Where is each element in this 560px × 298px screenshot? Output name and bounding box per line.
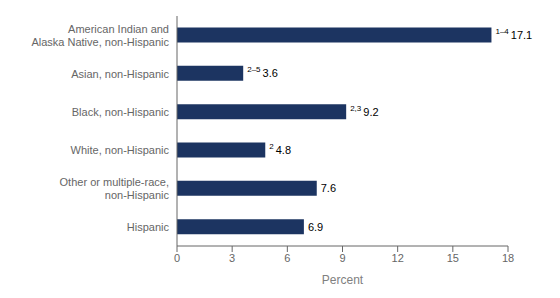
svg-text:2,39.2: 2,39.2 <box>350 104 378 118</box>
svg-text:American Indian andAlaska Nati: American Indian andAlaska Native, non-Hi… <box>31 23 169 48</box>
svg-text:6.9: 6.9 <box>308 221 323 233</box>
svg-text:1–417.1: 1–417.1 <box>495 27 532 41</box>
svg-text:18: 18 <box>502 252 514 264</box>
svg-text:2–53.6: 2–53.6 <box>247 65 278 79</box>
svg-text:White, non-Hispanic: White, non-Hispanic <box>71 144 170 156</box>
svg-text:15: 15 <box>447 252 459 264</box>
svg-text:3: 3 <box>229 252 235 264</box>
svg-text:6: 6 <box>284 252 290 264</box>
svg-text:Black, non-Hispanic: Black, non-Hispanic <box>72 106 170 118</box>
svg-text:Other or multiple-race,non-His: Other or multiple-race,non-Hispanic <box>60 176 170 201</box>
svg-text:0: 0 <box>174 252 180 264</box>
svg-text:12: 12 <box>392 252 404 264</box>
svg-text:7.6: 7.6 <box>321 182 336 194</box>
svg-text:Percent: Percent <box>322 273 364 287</box>
svg-text:9: 9 <box>339 252 345 264</box>
svg-text:24.8: 24.8 <box>269 142 291 156</box>
svg-text:Hispanic: Hispanic <box>127 221 170 233</box>
svg-text:Asian, non-Hispanic: Asian, non-Hispanic <box>71 68 169 80</box>
